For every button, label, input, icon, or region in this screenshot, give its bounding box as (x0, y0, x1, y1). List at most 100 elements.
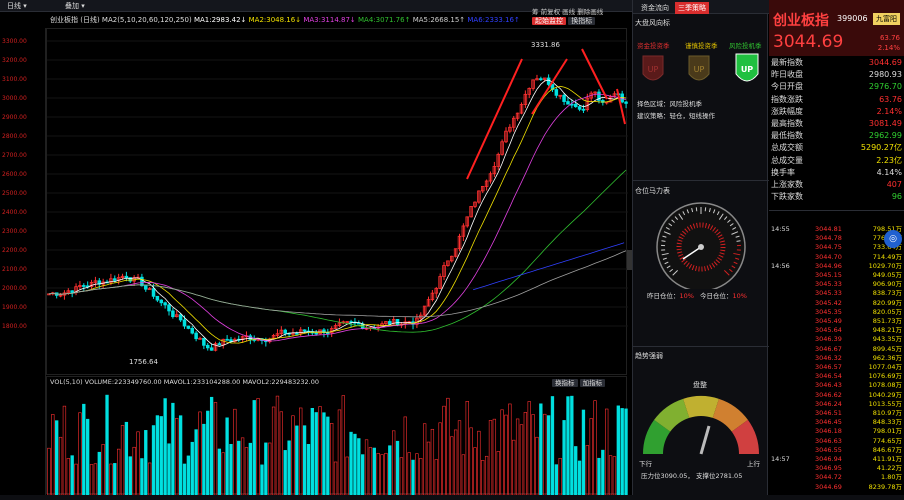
speedometer-gauge (656, 202, 746, 289)
volume-bar (403, 416, 407, 496)
volume-bar (167, 443, 171, 496)
candle-body (78, 285, 82, 288)
panel-splitter[interactable] (627, 250, 632, 270)
volume-bar (82, 403, 86, 496)
tick-volume: 848.33万 (872, 418, 902, 427)
gauge-tick (727, 219, 731, 223)
volume-bar (283, 450, 287, 496)
divider-2 (633, 346, 769, 347)
volume-bar (357, 438, 361, 496)
low-label: 1756.64 (129, 358, 158, 366)
quote-value: 407 (886, 180, 902, 189)
candle-body (202, 337, 206, 346)
gauge-tick (674, 216, 679, 220)
tick-volume: 1076.69万 (868, 372, 902, 381)
candle-body (562, 94, 566, 102)
shield-icon-2: UP (688, 55, 710, 81)
candle-body (391, 319, 396, 325)
candlestick-chart[interactable]: 3331.86 1756.64 (46, 28, 628, 375)
volume-bar (430, 428, 435, 496)
gauge-tick (665, 227, 670, 230)
candle-body (225, 338, 229, 341)
price-tick-label: 3300.00 (2, 38, 27, 45)
candle-body (345, 321, 349, 323)
quote-row: 今日开盘 2976.70 (771, 81, 902, 93)
tick-price: 3045.42 (815, 298, 842, 307)
candle-body (461, 225, 466, 237)
candle-body (182, 319, 187, 327)
vol-add-button[interactable]: 加指标 (579, 379, 606, 387)
period-select[interactable]: 日线 ▾ (7, 2, 27, 10)
volume-bar (132, 446, 136, 496)
candle-body (515, 112, 520, 119)
gauge-tick (712, 209, 716, 214)
volume-bar (233, 408, 237, 496)
quote-value: 63.76 (879, 94, 902, 104)
volume-chart[interactable]: VOL(5,10) VOLUME:223349760.00 MAVOL1:233… (46, 376, 628, 496)
switch-indicator-button[interactable]: 换指标 (568, 17, 596, 25)
start-monitor-button[interactable]: 起始监控 (532, 17, 566, 25)
volume-bar (457, 420, 462, 496)
quote-row: 下跌家数 96 (771, 191, 902, 203)
tick-row: 3046.62 1040.29万 (769, 390, 904, 400)
vol-switch-button[interactable]: 换指标 (552, 379, 578, 387)
volume-bar (217, 448, 222, 496)
svg-text:UP: UP (741, 65, 753, 74)
candle-body (275, 333, 280, 336)
quote-label: 总成交量 (771, 155, 803, 165)
tick-price: 3046.67 (815, 344, 842, 353)
gauge-tick (662, 257, 667, 260)
candle-body (511, 117, 516, 128)
tick-row: 3044.72 1.80万 (769, 472, 904, 482)
volume-bar (535, 436, 539, 496)
adjust-button[interactable]: 前复权 (540, 8, 561, 16)
tick-volume: 714.49万 (872, 252, 902, 261)
tick-time: 14:57 (771, 455, 790, 463)
trend-gauge (643, 396, 759, 455)
candle-body (217, 343, 222, 346)
delete-line-button[interactable]: 删除画线 (577, 8, 604, 16)
gauge-tick (671, 219, 675, 223)
gauge-tick (678, 213, 684, 220)
shield-icon-1: UP (642, 55, 664, 81)
volume-bar (147, 462, 152, 496)
volume-bar (318, 406, 322, 496)
floating-assistant-icon[interactable]: ◎ (884, 230, 902, 248)
volume-bar (566, 396, 570, 496)
index-code: 399006 (837, 14, 868, 23)
volume-bar (322, 412, 326, 496)
quote-label: 换手率 (771, 167, 795, 177)
volume-bar (461, 454, 466, 496)
chart-header: 创业板指 (日线) MA2(5,10,20,60,120,250) MA1:29… (46, 14, 632, 26)
high-label: 3331.86 (531, 41, 560, 49)
price-tick-label: 1900.00 (2, 304, 27, 311)
candle-body (488, 173, 493, 182)
tick-volume: 899.45万 (872, 344, 902, 353)
volume-bar (558, 457, 562, 496)
ma-line-10 (48, 85, 627, 344)
tick-price: 3046.45 (815, 418, 842, 427)
candlestick-svg (47, 40, 628, 352)
volume-bar (411, 459, 415, 496)
chip-button[interactable]: 筹 (532, 8, 539, 16)
tick-volume: 846.67万 (872, 445, 902, 454)
volume-bar (442, 405, 446, 496)
volume-bar (581, 409, 586, 496)
volume-bar (256, 398, 260, 496)
tick-time: 14:55 (771, 225, 790, 233)
volume-bar (601, 449, 605, 496)
overlay-select[interactable]: 叠加 ▾ (64, 2, 85, 10)
candle-body (446, 260, 450, 266)
candle-body (504, 130, 508, 143)
tab-fund-flow[interactable]: 资金流向 (641, 4, 669, 12)
tab-strategy[interactable]: 三季策略 (675, 2, 709, 14)
gauge-tick (732, 227, 737, 230)
tick-volume: 943.35万 (872, 335, 902, 344)
index-badge[interactable]: 九富阳 (873, 13, 900, 25)
tick-row: 3046.57 1077.04万 (769, 362, 904, 372)
volume-bar (353, 433, 357, 496)
volume-bar (438, 422, 442, 496)
draw-line-button[interactable]: 画线 (562, 8, 576, 16)
candle-body (302, 329, 307, 332)
